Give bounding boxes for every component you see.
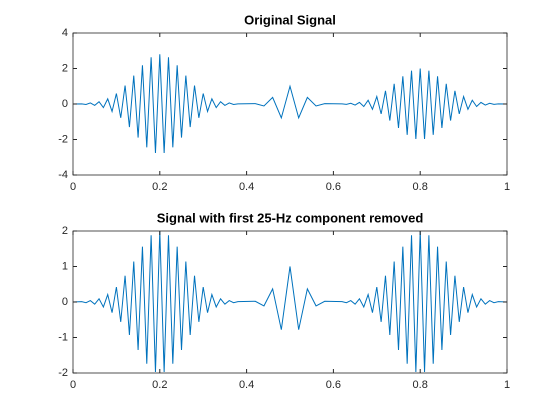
- signal-line: [72, 54, 508, 154]
- axes-background: [73, 33, 507, 175]
- x-tick-label: 0: [70, 379, 76, 391]
- x-tick-label: 0.8: [413, 181, 428, 193]
- chart-title: Original Signal: [244, 12, 336, 27]
- axes-box: [72, 32, 508, 176]
- x-tick-label: 0.8: [413, 379, 428, 391]
- y-tick-label: 0: [62, 296, 68, 308]
- x-tick-label: 0: [70, 181, 76, 193]
- x-tick-label: 1: [504, 181, 510, 193]
- chart-title: Signal with first 25-Hz component remove…: [157, 210, 424, 225]
- signal-line: [72, 230, 508, 372]
- x-tick-label: 0.2: [152, 379, 167, 391]
- y-tick-label: 1: [62, 260, 68, 272]
- axes-box: [72, 230, 508, 374]
- x-tick-label: 0.4: [239, 379, 254, 391]
- y-tick-label: 2: [62, 225, 68, 237]
- y-tick-label: -2: [58, 133, 68, 145]
- y-tick-label: 0: [62, 98, 68, 110]
- y-tick-label: -1: [58, 331, 68, 343]
- x-tick-label: 0.2: [152, 181, 167, 193]
- y-tick-label: 4: [62, 27, 68, 39]
- y-tick-label: -2: [58, 367, 68, 379]
- x-tick-label: 1: [504, 379, 510, 391]
- x-tick-label: 0.4: [239, 181, 254, 193]
- x-tick-label: 0.6: [326, 181, 341, 193]
- y-tick-label: -4: [58, 169, 68, 181]
- axes-background: [73, 231, 507, 373]
- y-tick-label: 2: [62, 62, 68, 74]
- x-tick-label: 0.6: [326, 379, 341, 391]
